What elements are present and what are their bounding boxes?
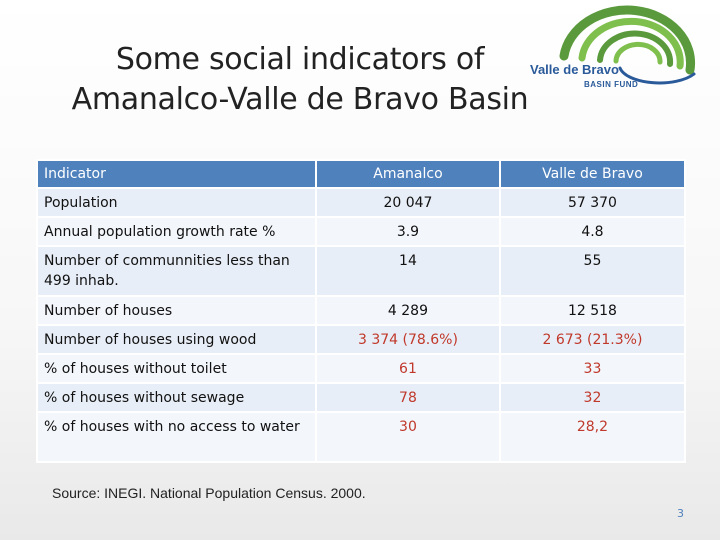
row-indicator: Annual population growth rate % — [36, 216, 317, 247]
row-valle: 57 370 — [498, 187, 687, 218]
table-row: % of houses without toilet 61 33 — [36, 353, 687, 384]
row-amanalco: 20 047 — [315, 187, 501, 218]
row-valle: 33 — [498, 353, 687, 384]
row-indicator: Number of houses using wood — [36, 324, 317, 355]
row-amanalco: 3 374 (78.6%) — [315, 324, 501, 355]
row-indicator: Number of communnities less than 499 inh… — [36, 245, 317, 297]
row-indicator: Population — [36, 187, 317, 218]
row-indicator: % of houses without toilet — [36, 353, 317, 384]
header-indicator: Indicator — [36, 159, 317, 189]
row-amanalco: 61 — [315, 353, 501, 384]
valle-de-bravo-logo: Valle de Bravo BASIN FUND — [524, 4, 714, 104]
row-amanalco: 78 — [315, 382, 501, 413]
logo-name: Valle de Bravo — [530, 62, 619, 77]
row-amanalco: 30 — [315, 411, 501, 463]
table-row: % of houses with no access to water 30 2… — [36, 411, 687, 463]
row-indicator: Number of houses — [36, 295, 317, 326]
slide-title: Some social indicators of Amanalco-Valle… — [40, 40, 560, 120]
table-header-row: Indicator Amanalco Valle de Bravo — [36, 159, 687, 189]
header-valle-de-bravo: Valle de Bravo — [498, 159, 687, 189]
row-valle: 4.8 — [498, 216, 687, 247]
table-row: Number of houses 4 289 12 518 — [36, 295, 687, 326]
title-line-1: Some social indicators of — [115, 42, 485, 77]
row-valle: 2 673 (21.3%) — [498, 324, 687, 355]
table-row: Annual population growth rate % 3.9 4.8 — [36, 216, 687, 247]
row-indicator: % of houses with no access to water — [36, 411, 317, 463]
row-valle: 55 — [498, 245, 687, 297]
row-amanalco: 4 289 — [315, 295, 501, 326]
title-line-2: Amanalco-Valle de Bravo Basin — [71, 82, 529, 117]
table-row: Number of communnities less than 499 inh… — [36, 245, 687, 297]
row-valle: 12 518 — [498, 295, 687, 326]
row-valle: 28,2 — [498, 411, 687, 463]
source-note: Source: INEGI. National Population Censu… — [52, 485, 366, 501]
row-valle: 32 — [498, 382, 687, 413]
table-row: % of houses without sewage 78 32 — [36, 382, 687, 413]
logo-subtitle: BASIN FUND — [584, 80, 639, 89]
table-row: Population 20 047 57 370 — [36, 187, 687, 218]
row-amanalco: 3.9 — [315, 216, 501, 247]
table-row: Number of houses using wood 3 374 (78.6%… — [36, 324, 687, 355]
indicators-table: Indicator Amanalco Valle de Bravo Popula… — [36, 159, 687, 463]
row-amanalco: 14 — [315, 245, 501, 297]
row-indicator: % of houses without sewage — [36, 382, 317, 413]
page-number: 3 — [677, 507, 684, 520]
logo-arcs-icon — [559, 5, 696, 85]
header-amanalco: Amanalco — [315, 159, 501, 189]
